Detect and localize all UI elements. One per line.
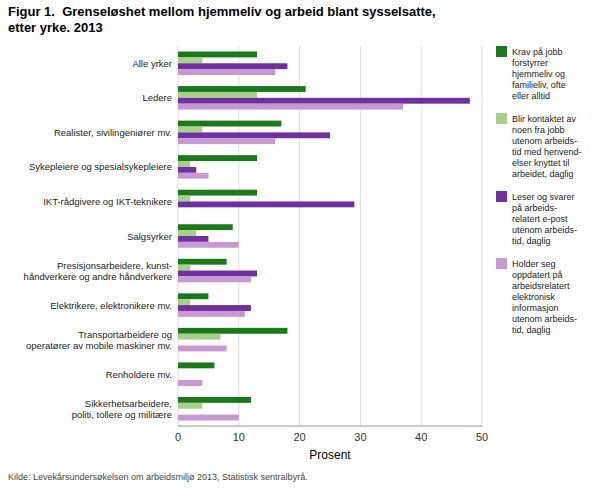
bar [178, 380, 202, 386]
x-tick-label: 0 [175, 431, 181, 443]
bar [178, 265, 190, 271]
bar [178, 334, 221, 340]
legend-label: Holder segoppdatert påarbeidsrelatertele… [512, 259, 577, 335]
bar [178, 403, 202, 409]
legend-label: Krav på jobbforstyrrerhjemmeliv ogfamili… [512, 47, 566, 101]
bar [178, 69, 275, 75]
bar [178, 242, 239, 248]
bar [178, 293, 208, 299]
bar [178, 236, 208, 242]
y-tick-label: Salgsyrker [127, 231, 172, 242]
x-axis-label: Prosent [309, 448, 351, 462]
y-tick-label: Renholdere mv. [106, 369, 172, 380]
bar [178, 155, 257, 161]
bar [178, 52, 257, 58]
x-tick-label: 10 [233, 431, 245, 443]
bar [178, 196, 190, 202]
bar [178, 132, 330, 138]
bar [178, 409, 179, 415]
bar [178, 305, 251, 311]
bar [178, 230, 196, 236]
bar [178, 126, 202, 132]
legend-label: Blir kontaktet avnoen fra jobbutenom arb… [512, 114, 582, 179]
y-tick-label: Elektrikere, elektronikere mv. [50, 300, 172, 311]
bar [178, 57, 202, 63]
bar [178, 328, 287, 334]
grid-line [482, 46, 483, 426]
x-grid [178, 46, 482, 426]
background [0, 0, 610, 488]
x-tick-label: 30 [354, 431, 366, 443]
y-tick-label: IKT-rådgivere og IKT-teknikere [43, 196, 172, 207]
y-tick-label: Sikkerhetsarbeidere,politi, tollere og m… [72, 398, 172, 420]
bar [178, 161, 190, 167]
bar [178, 104, 403, 110]
y-tick-label: Transportarbeidere ogoperatører av mobil… [26, 329, 172, 351]
y-tick-label: Realister, sivilingeniører mv. [54, 127, 172, 138]
legend-label: Leser og svarerpå arbeids-relatert e-pos… [512, 192, 577, 246]
bar [178, 397, 251, 403]
bars [178, 52, 470, 421]
chart: Figur 1. Grenseløshet mellom hjemmeliv o… [0, 0, 610, 488]
bar [178, 190, 257, 196]
x-axis-line [178, 426, 482, 427]
bar [178, 271, 257, 277]
bar [178, 138, 275, 144]
y-tick-label: Presisjonsarbeidere, kunst-håndverkere o… [24, 260, 172, 282]
bar [178, 368, 179, 374]
bar [178, 311, 245, 317]
bar [178, 415, 239, 421]
x-tick-label: 40 [415, 431, 427, 443]
bar [178, 201, 354, 207]
bar [178, 299, 190, 305]
bar [178, 224, 233, 230]
bar [178, 276, 251, 282]
legend-swatch [496, 191, 507, 202]
bar [178, 340, 179, 346]
title: Figur 1. Grenseløshet mellom hjemmeliv o… [8, 4, 436, 35]
bar [178, 346, 227, 352]
bar [178, 207, 179, 213]
bar [178, 167, 196, 173]
x-tick-label: 50 [476, 431, 488, 443]
legend-swatch [496, 46, 507, 57]
y-tick-label: Sykepleiere og spesialsykepleiere [29, 161, 172, 172]
bar [178, 173, 208, 179]
bar [178, 362, 214, 368]
bar [178, 92, 257, 98]
source-note: Kilde: Levekårsundersøkelsen om arbeidsm… [8, 472, 308, 482]
legend-swatch [496, 258, 507, 269]
bar [178, 98, 470, 104]
bar [178, 86, 306, 92]
x-tick-label: 20 [293, 431, 305, 443]
bar [178, 121, 281, 127]
bar [178, 63, 287, 69]
y-tick-label: Alle yrker [132, 58, 172, 69]
y-tick-label: Ledere [142, 92, 172, 103]
legend-swatch [496, 113, 507, 124]
bar [178, 259, 227, 265]
legend: Krav på jobbforstyrrerhjemmeliv ogfamili… [496, 46, 582, 335]
bar [178, 374, 179, 380]
